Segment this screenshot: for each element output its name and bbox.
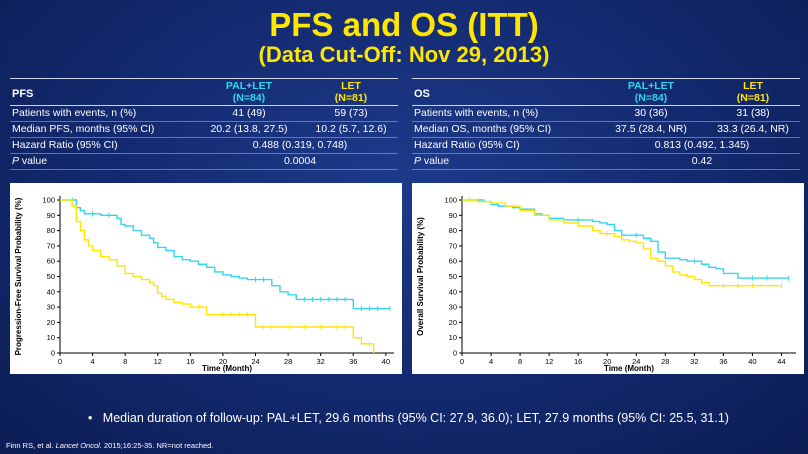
x-tick-label: 24 bbox=[251, 357, 259, 366]
y-axis-title: Progression-Free Survival Probability (%… bbox=[14, 197, 23, 355]
x-tick-label: 12 bbox=[154, 357, 162, 366]
table-row: Hazard Ratio (95% CI) 0.488 (0.319, 0.74… bbox=[10, 138, 398, 154]
x-axis-title: Time (Month) bbox=[604, 364, 654, 373]
table-row: P value 0.42 bbox=[412, 154, 800, 170]
table-row: Patients with events, n (%) 30 (36) 31 (… bbox=[412, 106, 800, 122]
y-tick-label: 90 bbox=[47, 211, 55, 220]
bullet-icon: • bbox=[88, 411, 103, 425]
table-row: Patients with events, n (%) 41 (49) 59 (… bbox=[10, 106, 398, 122]
x-tick-label: 32 bbox=[690, 357, 698, 366]
pfs-table: PFS PAL+LET (N=84) LET (N=81) Patients wit… bbox=[10, 78, 398, 170]
pfs-km-chart: 0 10 20 30 40 50 60 70 80 90 100 0 4 8 12 16 20 24 28 32 36 4… bbox=[10, 183, 402, 374]
x-tick-label: 32 bbox=[317, 357, 325, 366]
y-tick-label: 60 bbox=[47, 257, 55, 266]
y-tick-label: 80 bbox=[47, 226, 55, 235]
chart-axes: 0 10 20 30 40 50 60 70 80 90 100 0 4 8 12 16 20 24 28 32 36 4… bbox=[416, 196, 796, 373]
y-tick-label: 100 bbox=[444, 196, 457, 205]
x-tick-label: 36 bbox=[349, 357, 357, 366]
table-row: Median OS, months (95% CI) 37.5 (28.4, N… bbox=[412, 122, 800, 138]
y-tick-label: 100 bbox=[42, 196, 55, 205]
footer-citation: Finn RS, et al. Lancet Oncol. 2015;16:25… bbox=[6, 441, 214, 450]
os-chart-svg: 0 10 20 30 40 50 60 70 80 90 100 0 4 8 12 16 20 24 28 32 36 4… bbox=[416, 196, 796, 373]
x-tick-label: 28 bbox=[284, 357, 292, 366]
x-tick-label: 4 bbox=[489, 357, 493, 366]
pfs-col-let: LET (N=81) bbox=[334, 80, 368, 104]
y-tick-label: 50 bbox=[47, 272, 55, 281]
x-tick-label: 16 bbox=[574, 357, 582, 366]
y-tick-label: 70 bbox=[47, 241, 55, 250]
x-tick-label: 4 bbox=[90, 357, 94, 366]
table-row: Hazard Ratio (95% CI) 0.813 (0.492, 1.34… bbox=[412, 138, 800, 154]
y-tick-label: 90 bbox=[449, 211, 457, 220]
x-axis-title: Time (Month) bbox=[202, 364, 252, 373]
x-tick-label: 12 bbox=[545, 357, 553, 366]
x-tick-label: 44 bbox=[777, 357, 785, 366]
y-tick-label: 40 bbox=[449, 287, 457, 296]
x-tick-label: 28 bbox=[661, 357, 669, 366]
y-tick-label: 30 bbox=[449, 303, 457, 312]
pfs-table-header: PFS PAL+LET (N=84) LET (N=81) bbox=[10, 78, 398, 106]
os-col-pal-let: PAL+LET (N=84) bbox=[627, 80, 675, 104]
y-tick-label: 30 bbox=[47, 303, 55, 312]
os-col-let: LET (N=81) bbox=[736, 80, 770, 104]
x-tick-label: 40 bbox=[748, 357, 756, 366]
x-tick-label: 0 bbox=[460, 357, 464, 366]
x-tick-label: 24 bbox=[632, 357, 640, 366]
x-tick-label: 8 bbox=[123, 357, 127, 366]
km-curve-series-1 bbox=[462, 199, 782, 287]
x-tick-label: 36 bbox=[719, 357, 727, 366]
x-tick-label: 20 bbox=[219, 357, 227, 366]
x-tick-label: 0 bbox=[58, 357, 62, 366]
page-subtitle: (Data Cut-Off: Nov 29, 2013) bbox=[258, 42, 550, 67]
os-km-chart: 0 10 20 30 40 50 60 70 80 90 100 0 4 8 12 16 20 24 28 32 36 4… bbox=[412, 183, 804, 374]
y-tick-label: 0 bbox=[51, 349, 55, 358]
os-table-header: OS PAL+LET (N=84) LET (N=81) bbox=[412, 78, 800, 106]
follow-up-bullet: • Median duration of follow-up: PAL+LET,… bbox=[88, 411, 729, 425]
pfs-label: PFS bbox=[12, 88, 34, 100]
y-tick-label: 10 bbox=[47, 333, 55, 342]
y-tick-label: 40 bbox=[47, 287, 55, 296]
y-tick-label: 60 bbox=[449, 257, 457, 266]
os-table: OS PAL+LET (N=84) LET (N=81) Patients with… bbox=[412, 78, 800, 170]
km-curve-series-0 bbox=[60, 199, 390, 310]
y-tick-label: 70 bbox=[449, 241, 457, 250]
chart-axes: 0 10 20 30 40 50 60 70 80 90 100 0 4 8 12 16 20 24 28 32 36 4… bbox=[14, 196, 394, 373]
x-tick-label: 40 bbox=[382, 357, 390, 366]
os-label: OS bbox=[414, 88, 430, 100]
x-tick-label: 20 bbox=[603, 357, 611, 366]
y-tick-label: 50 bbox=[449, 272, 457, 281]
km-curve-series-0 bbox=[462, 199, 789, 279]
x-tick-label: 16 bbox=[186, 357, 194, 366]
y-tick-label: 10 bbox=[449, 333, 457, 342]
y-tick-label: 0 bbox=[453, 349, 457, 358]
page-title: PFS and OS (ITT) bbox=[269, 6, 539, 43]
y-tick-label: 80 bbox=[449, 226, 457, 235]
x-tick-label: 8 bbox=[518, 357, 522, 366]
y-tick-label: 20 bbox=[47, 318, 55, 327]
pfs-chart-svg: 0 10 20 30 40 50 60 70 80 90 100 0 4 8 12 16 20 24 28 32 36 4… bbox=[14, 196, 394, 373]
table-row: P value 0.0004 bbox=[10, 154, 398, 170]
y-tick-label: 20 bbox=[449, 318, 457, 327]
table-row: Median PFS, months (95% CI) 20.2 (13.8, … bbox=[10, 122, 398, 138]
km-curve-series-1 bbox=[60, 199, 375, 353]
y-axis-title: Overall Survival Probability (%) bbox=[416, 217, 425, 336]
pfs-col-pal-let: PAL+LET (N=84) bbox=[225, 80, 273, 104]
